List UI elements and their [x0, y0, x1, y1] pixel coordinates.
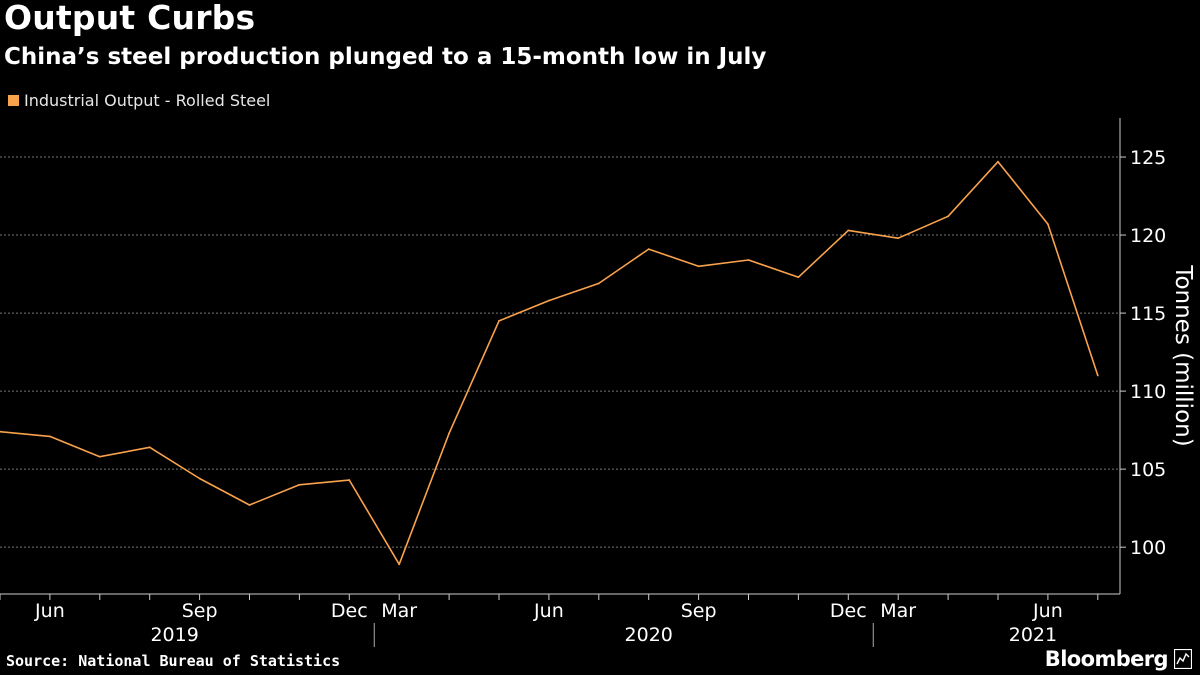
y-tick-label: 125	[1130, 147, 1166, 169]
data-point	[298, 483, 301, 486]
data-point	[198, 477, 201, 480]
data-point	[847, 229, 850, 232]
x-tick-label: Dec	[331, 600, 368, 622]
y-tick-label: 120	[1130, 225, 1166, 247]
data-point	[49, 435, 51, 438]
x-tick-label: Jun	[1032, 600, 1063, 622]
legend-label: Industrial Output - Rolled Steel	[24, 90, 271, 110]
x-tick-label: Jun	[34, 600, 65, 622]
y-tick-label: 115	[1130, 303, 1166, 325]
legend-swatch	[8, 94, 19, 106]
x-tick-label: Dec	[830, 600, 867, 622]
data-point	[697, 265, 700, 268]
data-point	[548, 299, 550, 302]
bloomberg-terminal-icon	[1174, 649, 1192, 669]
chart-title: Output Curbs	[4, 0, 256, 37]
data-point	[498, 319, 500, 322]
data-point	[248, 504, 251, 506]
data-point	[398, 563, 401, 566]
data-point	[947, 215, 949, 218]
y-tick-label: 110	[1130, 381, 1166, 403]
source-note: Source: National Bureau of Statistics	[6, 652, 341, 670]
brand-name: Bloomberg	[1044, 647, 1169, 671]
data-point	[148, 446, 151, 449]
y-tick-label: 105	[1130, 459, 1166, 481]
series-line	[0, 160, 1099, 566]
year-label: 2021	[1009, 624, 1057, 646]
data-point	[448, 432, 450, 435]
x-tick-label: Sep	[182, 600, 218, 622]
chart-subtitle: China’s steel production plunged to a 15…	[4, 44, 767, 70]
data-point	[997, 160, 999, 163]
y-axis-title: Tonnes (million)	[1170, 264, 1196, 446]
x-tick-label: Sep	[681, 600, 717, 622]
y-tick-label: 100	[1130, 537, 1166, 559]
data-point	[747, 259, 750, 261]
data-point	[597, 282, 600, 285]
brand: Bloomberg	[1045, 647, 1192, 671]
data-point	[1047, 223, 1049, 226]
data-point	[1096, 374, 1099, 377]
year-label: 2020	[625, 624, 673, 646]
data-point	[348, 479, 351, 481]
data-point	[0, 430, 1, 433]
data-point	[647, 248, 650, 250]
year-label: 2019	[150, 624, 198, 646]
x-tick-label: Jun	[533, 600, 564, 622]
data-point	[98, 455, 101, 458]
legend: Industrial Output - Rolled Steel	[8, 90, 270, 110]
data-point	[897, 237, 900, 240]
x-tick-label: Mar	[381, 600, 417, 622]
data-point	[797, 276, 800, 279]
x-tick-label: Mar	[880, 600, 916, 622]
